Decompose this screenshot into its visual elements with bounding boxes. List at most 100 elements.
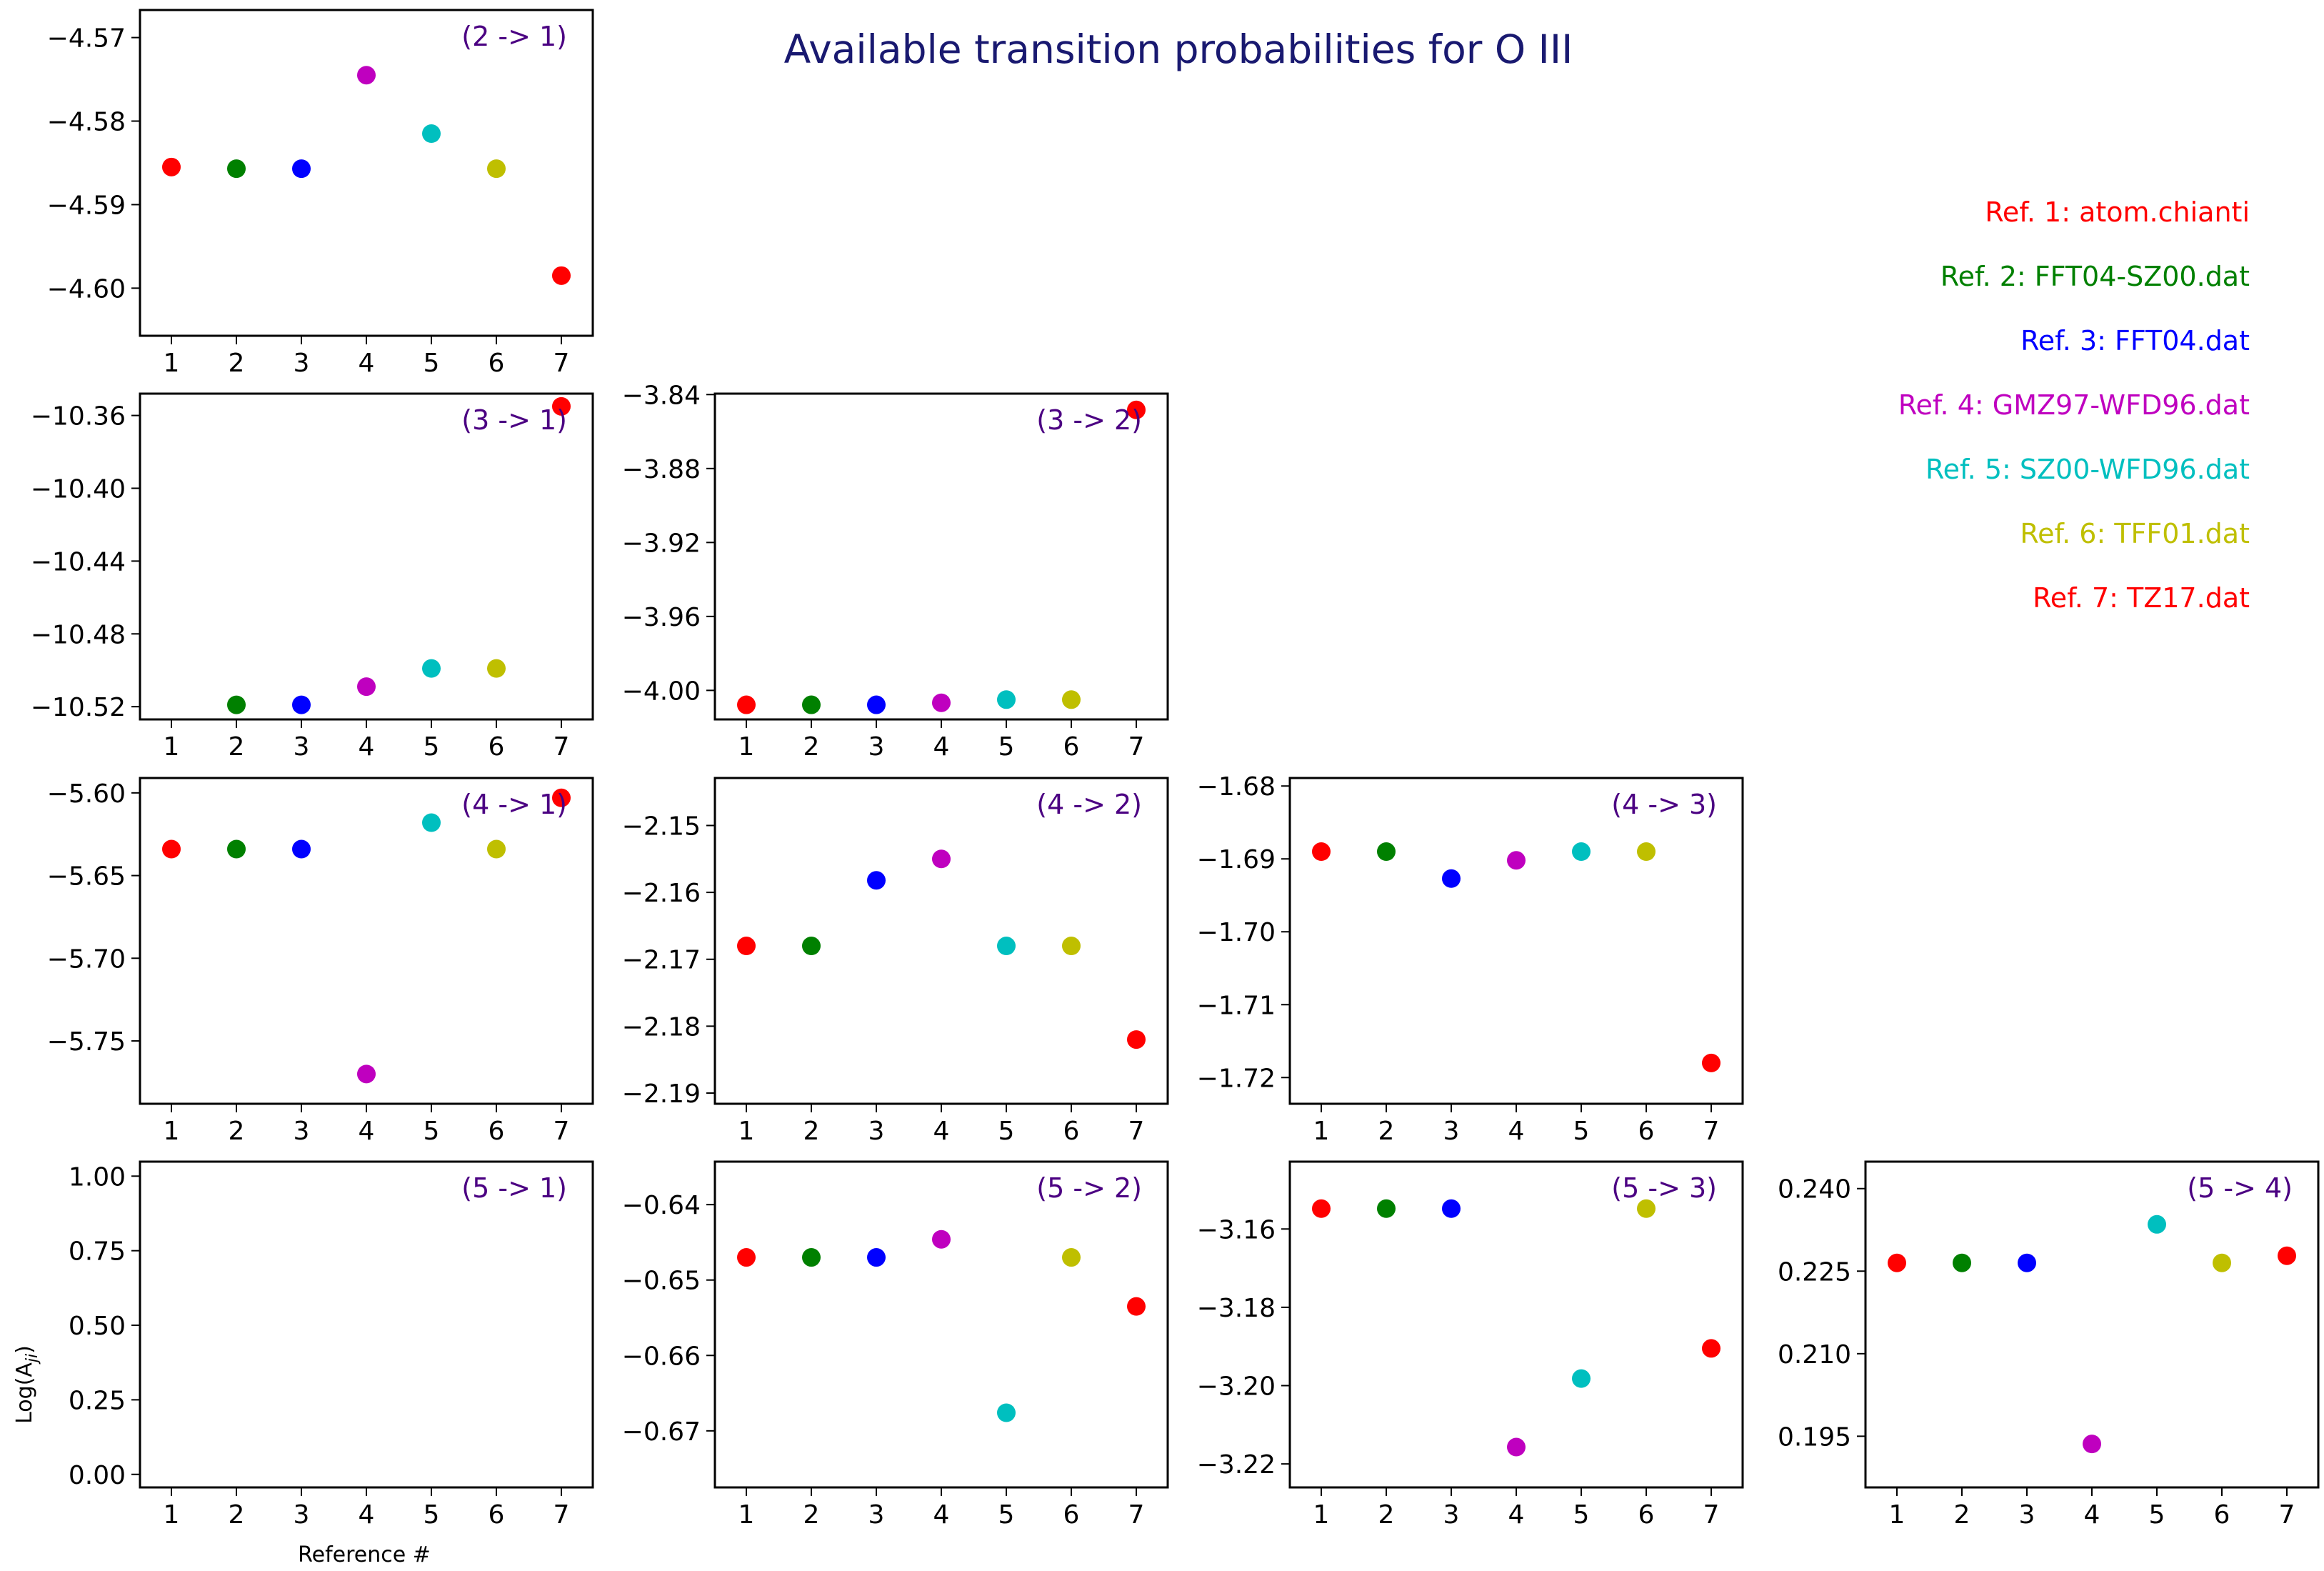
y-tick-label: −1.71	[1197, 991, 1276, 1020]
x-tick-label: 6	[2214, 1500, 2230, 1530]
x-tick-label: 5	[1573, 1500, 1590, 1530]
data-point-ref-5	[422, 813, 441, 832]
y-tick-label: −3.96	[622, 603, 701, 632]
legend-entry: Ref. 1: atom.chianti	[1985, 196, 2250, 228]
x-tick-label: 7	[554, 1500, 570, 1530]
data-point-ref-5	[1572, 1369, 1591, 1388]
x-tick-label: 1	[164, 732, 180, 762]
y-tick-label: −0.64	[622, 1191, 701, 1220]
data-point-ref-4	[932, 693, 951, 712]
y-tick-label: 0.195	[1778, 1422, 1851, 1452]
subplot-3-2: 1 2 3 4 5 6 7 −3.84 −3.88 −3.92 −3.96 −4.00 (3 -> 2)	[622, 381, 1169, 762]
data-point-ref-4	[1507, 1437, 1526, 1457]
x-tick-label: 6	[489, 732, 505, 762]
data-point-ref-7	[1127, 400, 1146, 419]
data-point-ref-1	[737, 1248, 756, 1267]
x-tick-label: 7	[2279, 1500, 2295, 1530]
data-point-ref-1	[1312, 842, 1331, 862]
x-tick-label: 1	[738, 732, 755, 762]
x-tick-label: 4	[359, 349, 375, 378]
x-tick-label: 2	[803, 732, 820, 762]
legend-entry: Ref. 6: TFF01.dat	[2020, 518, 2250, 549]
x-tick-label: 4	[933, 1117, 950, 1146]
data-point-ref-6	[487, 659, 506, 678]
y-tick-label: −2.19	[622, 1079, 701, 1109]
subplot-5-2: 1 2 3 4 5 6 7 −0.64 −0.65 −0.66 −0.67 (5 -> 2)	[622, 1160, 1169, 1530]
y-tick-label: −0.67	[622, 1417, 701, 1447]
data-point-ref-2	[1377, 1199, 1396, 1218]
x-tick-label: 6	[489, 1500, 505, 1530]
data-point-ref-5	[997, 690, 1016, 709]
y-tick-label: −2.16	[622, 879, 701, 908]
data-point-ref-6	[487, 159, 506, 179]
x-tick-label: 2	[229, 349, 245, 378]
y-tick-label: −10.48	[31, 620, 126, 649]
x-tick-label: 6	[1063, 732, 1080, 762]
y-tick-label: 0.210	[1778, 1340, 1851, 1370]
y-tick-label: −2.18	[622, 1012, 701, 1042]
data-point-ref-4	[932, 849, 951, 869]
x-tick-label: 2	[1378, 1500, 1395, 1530]
data-point-ref-6	[1062, 1248, 1081, 1267]
data-point-ref-2	[227, 159, 246, 179]
figure-title: Available transition probabilities for O…	[784, 26, 1573, 72]
x-tick-label: 7	[1128, 1117, 1145, 1146]
data-point-ref-1	[737, 695, 756, 714]
data-point-ref-3	[867, 1248, 886, 1267]
data-point-ref-4	[357, 1064, 376, 1084]
legend-entry: Ref. 4: GMZ97-WFD96.dat	[1898, 389, 2250, 421]
x-tick-label: 2	[1954, 1500, 1970, 1530]
x-tick-label: 1	[164, 1500, 180, 1530]
y-tick-label: −5.60	[47, 779, 126, 809]
data-point-ref-3	[292, 839, 311, 859]
data-point-ref-7	[552, 397, 571, 416]
x-tick-label: 3	[294, 1117, 310, 1146]
data-point-ref-6	[1062, 690, 1081, 709]
y-tick-label: −2.17	[622, 946, 701, 975]
data-point-ref-2	[1953, 1253, 1971, 1272]
data-point-ref-6	[2213, 1253, 2231, 1272]
y-tick-label: −3.18	[1197, 1294, 1276, 1323]
axes-frame	[1288, 777, 1744, 1105]
data-point-ref-7	[552, 266, 571, 285]
data-point-ref-3	[867, 695, 886, 714]
data-point-ref-3	[292, 695, 311, 714]
axes-frame	[713, 777, 1169, 1105]
x-tick-label: 5	[424, 349, 440, 378]
subplot-2-1: 1 2 3 4 5 6 7 −4.57 −4.58 −4.59 −4.60 (2 -> 1)	[47, 9, 594, 378]
x-tick-label: 3	[294, 732, 310, 762]
x-tick-label: 4	[359, 732, 375, 762]
subplot-4-1: 1 2 3 4 5 6 7 −5.60 −5.65 −5.70 −5.75 (4 -> 1)	[47, 777, 594, 1146]
y-tick-label: −4.58	[47, 108, 126, 137]
y-tick-label: −3.22	[1197, 1450, 1276, 1480]
x-tick-label: 6	[1638, 1117, 1655, 1146]
data-point-ref-4	[1507, 851, 1526, 870]
y-tick-label: −4.60	[47, 274, 126, 304]
x-tick-label: 5	[424, 1500, 440, 1530]
transition-label: (4 -> 3)	[1611, 789, 1717, 820]
data-point-ref-2	[227, 695, 246, 714]
data-point-ref-4	[2083, 1435, 2101, 1454]
y-tick-label: 0.50	[69, 1312, 126, 1341]
data-point-ref-7	[1127, 1030, 1146, 1049]
x-tick-label: 7	[1703, 1117, 1720, 1146]
data-point-ref-3	[1442, 1199, 1461, 1218]
data-point-ref-1	[1888, 1253, 1906, 1272]
subplot-3-1: 1 2 3 4 5 6 7 −10.36 −10.40 −10.44 −10.48 −10.52 (3 …	[31, 392, 594, 762]
data-point-ref-6	[1637, 842, 1656, 862]
data-point-ref-5	[997, 937, 1016, 956]
x-tick-label: 3	[294, 1500, 310, 1530]
data-point-ref-7	[2278, 1246, 2296, 1265]
data-point-ref-1	[162, 157, 181, 176]
data-point-ref-6	[1637, 1199, 1656, 1218]
x-tick-label: 1	[1889, 1500, 1905, 1530]
x-tick-label: 3	[1443, 1117, 1460, 1146]
x-tick-label: 3	[2019, 1500, 2035, 1530]
x-tick-label: 2	[1378, 1117, 1395, 1146]
axes-frame	[139, 392, 594, 721]
axes-frame	[713, 1160, 1169, 1489]
x-tick-label: 4	[1508, 1117, 1525, 1146]
x-tick-label: 6	[489, 349, 505, 378]
y-axis-label-subscript: ji	[24, 1354, 41, 1365]
y-tick-label: −3.92	[622, 529, 701, 558]
